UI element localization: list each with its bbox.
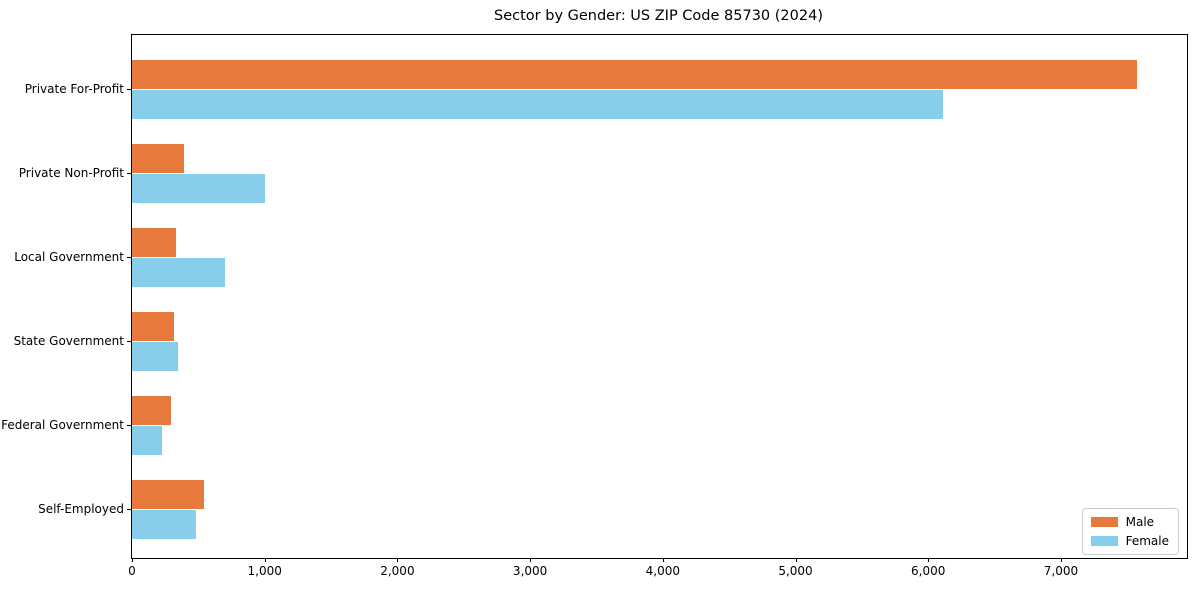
legend-entry-female: Female <box>1090 534 1169 548</box>
x-tick-mark <box>928 558 930 562</box>
plot-area: Male Female <box>131 34 1188 559</box>
y-tick-label: State Government <box>13 333 124 348</box>
x-tick-label: 5,000 <box>778 564 813 578</box>
legend-entry-male: Male <box>1090 515 1169 529</box>
x-tick-mark <box>662 558 664 562</box>
y-tick-label: Local Government <box>14 249 124 264</box>
bar-female-federal-government <box>132 425 162 455</box>
y-tick-label: Self-Employed <box>38 501 124 516</box>
y-tick-label: Private For-Profit <box>24 81 124 96</box>
bar-male-local-government <box>132 228 176 257</box>
y-tick-mark <box>127 256 131 258</box>
x-tick-label: 6,000 <box>911 564 946 578</box>
bar-female-self-employed <box>132 509 196 539</box>
x-tick-mark <box>795 558 797 562</box>
x-tick-mark <box>530 558 532 562</box>
bar-male-private-non-profit <box>132 144 184 173</box>
legend-label: Male <box>1125 515 1155 529</box>
bar-male-federal-government <box>132 396 172 425</box>
x-tick-label: 4,000 <box>645 564 680 578</box>
bar-female-state-government <box>132 341 178 371</box>
bar-female-private-for-profit <box>132 89 943 119</box>
x-tick-label: 7,000 <box>1043 564 1079 578</box>
bar-female-local-government <box>132 257 225 287</box>
legend: Male Female <box>1081 508 1179 555</box>
x-tick-label: 3,000 <box>512 564 548 578</box>
y-tick-label: Federal Government <box>1 417 124 432</box>
y-tick-mark <box>127 172 131 174</box>
x-tick-label: 0 <box>128 564 136 578</box>
bar-male-self-employed <box>132 480 204 509</box>
x-tick-mark <box>1060 558 1062 562</box>
legend-label: Female <box>1125 534 1169 548</box>
legend-swatch-male <box>1090 517 1118 527</box>
x-tick-mark <box>264 558 266 562</box>
legend-swatch-female <box>1090 536 1118 546</box>
y-tick-mark <box>127 340 131 342</box>
x-tick-mark <box>132 558 133 562</box>
bar-male-private-for-profit <box>132 60 1137 89</box>
y-tick-mark <box>127 424 131 426</box>
chart-title: Sector by Gender: US ZIP Code 85730 (202… <box>494 8 823 24</box>
y-tick-mark <box>127 508 131 510</box>
y-tick-label: Private Non-Profit <box>18 165 124 180</box>
x-tick-label: 1,000 <box>247 564 282 578</box>
bar-male-state-government <box>132 312 175 341</box>
x-tick-label: 2,000 <box>380 564 415 578</box>
bar-female-private-non-profit <box>132 173 265 203</box>
x-tick-mark <box>397 558 399 562</box>
y-tick-mark <box>127 88 131 90</box>
